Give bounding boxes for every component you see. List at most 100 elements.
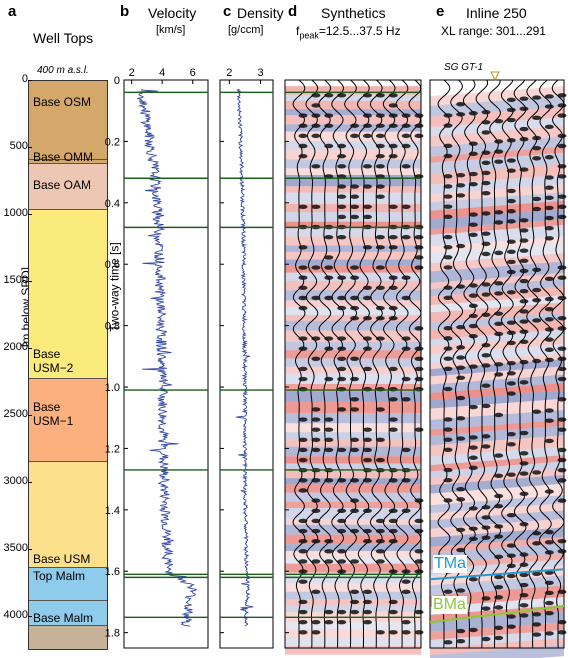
seismic-peak [298, 488, 308, 493]
seismic-peak [468, 536, 478, 542]
seismic-peak [544, 590, 554, 596]
seismic-band [430, 192, 564, 211]
seismic-peak [414, 630, 424, 635]
seismic-peak [557, 447, 567, 453]
seismic-peak [481, 444, 491, 449]
seismic-peak [481, 292, 491, 297]
inline-subtitle: XL range: 301...291 [441, 24, 546, 38]
synthetics-title: Synthetics [321, 5, 386, 21]
seismic-trace [292, 79, 306, 649]
well-tops-column: Base OSM Base OMM Base OAM Base USM−2 Base U… [28, 80, 108, 650]
seismic-trace [318, 79, 332, 649]
formation-band [29, 160, 107, 165]
seismic-peak [481, 231, 491, 236]
seismic-peak [468, 404, 478, 410]
seismic-peak [362, 295, 372, 301]
seismic-peak [532, 196, 542, 202]
seismic-peak [456, 639, 466, 644]
seismic-peak [350, 356, 360, 361]
seismic-peak [494, 524, 504, 529]
seismic-peak [481, 120, 491, 125]
seismic-peak [414, 376, 424, 382]
seismic-peak [557, 143, 567, 149]
seismic-peak [519, 218, 529, 223]
seismic-peak [401, 376, 411, 382]
seismic-peak [519, 268, 529, 274]
seismic-trace [382, 79, 396, 649]
seismic-peak [337, 518, 347, 524]
seismic-peak [519, 552, 529, 557]
seismic-peak [443, 123, 453, 128]
seismic-peak [388, 285, 398, 291]
seismic-peak [324, 609, 334, 615]
seismic-peak [388, 417, 398, 422]
seismic-peak [298, 265, 308, 270]
seismic-peak [544, 347, 554, 352]
seismic-peak [544, 600, 554, 606]
seismic-peak [324, 265, 334, 270]
seismic-peak [388, 569, 398, 574]
seismic-peak [298, 346, 308, 351]
seismic-peak [468, 111, 478, 116]
seismic-peak [494, 250, 504, 256]
seismic-peak [481, 535, 491, 540]
seismic-peak [544, 236, 554, 241]
seismic-peak [375, 113, 385, 118]
seismic-peak [544, 337, 554, 342]
seismic-band [430, 409, 564, 430]
time-tick-label: 1.0 [105, 382, 120, 394]
seismic-peak [298, 528, 308, 534]
panel-b-label: b [120, 3, 130, 20]
density-curve [235, 88, 254, 627]
seismic-peak [506, 513, 516, 518]
seismic-peak [362, 123, 372, 128]
seismic-peak [350, 184, 360, 189]
seismic-peak [298, 417, 308, 422]
seismic-peak [532, 156, 542, 161]
seismic-peak [532, 115, 542, 121]
seismic-peak [519, 248, 529, 253]
seismic-peak [375, 153, 385, 159]
seismic-peak [401, 234, 411, 240]
seismic-peak [506, 138, 516, 143]
seismic-band [285, 519, 421, 525]
formation-label: Base Malm [33, 611, 94, 626]
seismic-peak [557, 103, 567, 108]
seismic-peak [324, 255, 334, 260]
seismic-peak [362, 437, 372, 443]
seismic-peak [481, 241, 491, 247]
seismic-peak [388, 245, 398, 250]
subtitle-range: =12.5...37.5 Hz [318, 24, 401, 38]
seismic-peak [324, 538, 334, 544]
seismic-peak [350, 376, 360, 382]
seismic-peak [557, 174, 567, 179]
seismic-peak [468, 181, 478, 187]
seismic-band [430, 383, 564, 401]
velocity-title: Velocity [148, 5, 197, 21]
seismic-peak [443, 326, 453, 331]
seismic-peak [544, 631, 554, 636]
seismic-peak [362, 478, 372, 483]
seismic-peak [481, 211, 491, 216]
seismic-band [430, 219, 564, 235]
seismic-peak [506, 290, 516, 295]
horizon-label-bma: BMa [432, 596, 467, 614]
seismic-peak [414, 518, 424, 524]
seismic-peak [401, 143, 411, 149]
seismic-peak [337, 356, 347, 361]
seismic-peak [468, 526, 478, 531]
seismic-peak [362, 184, 372, 189]
seismic-peak [468, 222, 478, 227]
seismic-peak [443, 346, 453, 351]
seismic-peak [362, 316, 372, 321]
seismic-peak [506, 563, 516, 569]
seismic-peak [375, 285, 385, 291]
seismic-peak [443, 174, 453, 179]
seismic-band [285, 383, 421, 392]
seismic-peak [375, 407, 385, 412]
seismic-peak [443, 478, 453, 483]
seismic-peak [532, 95, 542, 100]
seismic-band [430, 353, 564, 370]
panel-b-frame [123, 79, 209, 649]
seismic-peak [532, 531, 542, 536]
